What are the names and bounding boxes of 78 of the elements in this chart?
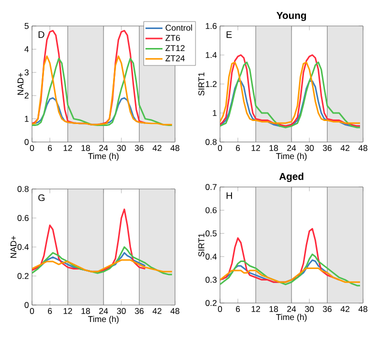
x-tick-label: 48 [358,145,368,152]
legend-label: Control [166,24,192,31]
x-tick-label: 48 [358,306,368,312]
x-tick-label: 12 [64,308,72,314]
x-tick-label: 18 [82,145,90,152]
annotation: D [38,31,44,38]
y-tick-label: 0.2 [18,273,29,279]
x-axis-title: Time (h) [276,152,307,161]
y-tick-label: 0 [24,302,29,308]
x-tick-label: 18 [82,308,90,314]
x-tick-label: 24 [287,145,296,151]
chart-title: Aged [279,172,304,182]
y-tick-label: 0.6 [18,215,29,221]
x-tick-label: 30 [116,145,126,152]
x-tick-label: 36 [134,145,144,152]
x-axis-title: Time (h) [88,152,119,161]
y-axis-title: NAD+ [18,73,24,95]
annotation: G [38,194,45,202]
x-tick-label: 24 [287,306,296,312]
y-axis-title: NAD+ [10,236,16,258]
x-tick-label: 36 [322,145,332,152]
x-tick-label: 30 [304,306,314,312]
y-tick-label: 0.8 [18,186,29,192]
x-tick-label: 48 [170,308,180,314]
line-series [32,208,146,272]
x-tick-label: 24 [99,145,108,151]
y-tick-label: 2 [24,92,29,99]
x-tick-label: 30 [116,308,126,314]
annotation: H [226,192,232,199]
x-axis-title: Time (h) [88,316,119,324]
y-tick-label: 0.5 [206,230,217,236]
x-tick-label: 0 [218,145,222,152]
y-tick-label: 1 [24,116,29,122]
y-axis-title: SIRT1 [198,233,204,257]
x-tick-label: 0 [218,306,222,312]
y-axis-title: SIRT1 [198,72,204,96]
x-tick-label: 12 [252,145,260,151]
annotation: E [226,31,232,38]
x-tick-label: 6 [48,145,52,152]
x-tick-label: 42 [340,145,350,151]
x-tick-label: 36 [134,308,144,314]
x-tick-label: 0 [30,145,34,152]
legend-label: ZT12 [165,45,185,52]
y-tick-label: 5 [24,23,29,29]
y-tick-label: 3 [24,69,29,76]
legend-label: ZT6 [165,34,180,41]
y-tick-label: 1 [212,110,217,116]
x-tick-label: 42 [152,308,162,314]
y-tick-label: 0 [24,139,29,145]
x-tick-label: 48 [170,145,180,152]
y-tick-label: 4 [24,46,29,52]
x-tick-label: 0 [30,308,34,314]
x-tick-label: 36 [322,306,332,312]
x-tick-label: 24 [99,308,108,314]
x-tick-label: 42 [340,306,350,312]
line-series [32,246,173,276]
x-tick-label: 18 [270,306,278,312]
x-tick-label: 6 [48,308,52,314]
y-tick-label: 0.2 [206,300,217,306]
y-tick-label: 1.4 [206,52,217,58]
y-tick-label: 0.3 [206,276,217,283]
x-tick-label: 12 [252,306,260,312]
y-tick-label: 0.7 [206,184,217,190]
y-tick-label: 1.2 [206,81,217,87]
x-tick-label: 42 [152,145,162,151]
x-tick-label: 18 [270,145,278,152]
chart-title: Young [276,12,306,21]
x-tick-label: 30 [304,145,314,152]
y-tick-label: 1.6 [206,23,217,29]
legend-label: ZT24 [165,55,185,62]
x-axis-title: Time (h) [276,314,307,322]
y-tick-label: 0.8 [206,139,217,145]
x-tick-label: 12 [64,145,72,151]
y-tick-label: 0.4 [18,244,29,250]
x-tick-label: 6 [236,145,240,152]
y-tick-label: 0.4 [206,254,217,260]
x-tick-label: 6 [236,306,240,312]
y-tick-label: 0.6 [206,207,217,214]
